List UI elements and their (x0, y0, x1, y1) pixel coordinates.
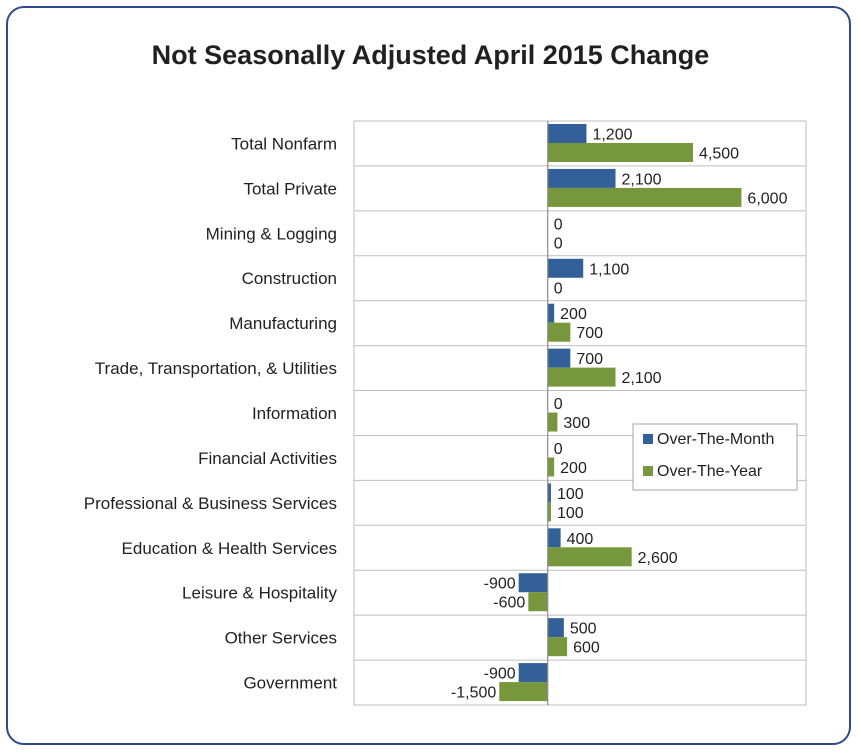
data-label: 0 (554, 441, 563, 458)
data-label: 200 (560, 306, 587, 323)
category-label: Construction (242, 269, 337, 288)
data-label: 1,200 (592, 127, 632, 144)
category-label: Mining & Logging (206, 224, 337, 243)
category-label: Manufacturing (229, 314, 337, 333)
bar-over-the-year (547, 367, 616, 387)
data-label: 700 (576, 351, 603, 368)
category-label: Trade, Transportation, & Utilities (95, 359, 337, 378)
bar-over-the-year (547, 187, 742, 207)
data-label: 100 (557, 505, 584, 522)
chart-title: Not Seasonally Adjusted April 2015 Chang… (151, 40, 710, 70)
data-label: 2,100 (622, 171, 662, 188)
category-label: Financial Activities (198, 449, 337, 468)
bar-over-the-year (547, 143, 693, 162)
bar-over-the-month (547, 303, 555, 323)
data-label: -900 (484, 666, 516, 683)
legend-label: Over-The-Month (657, 431, 774, 448)
data-label: 1,100 (589, 261, 629, 278)
data-label: 6,000 (747, 190, 787, 207)
data-label: 200 (560, 460, 587, 477)
bar-over-the-year (528, 592, 548, 612)
data-label: 0 (554, 235, 563, 252)
data-label: 0 (554, 216, 563, 233)
data-label: 300 (563, 415, 590, 432)
plot-area (353, 120, 807, 706)
bar-over-the-month (547, 528, 561, 548)
bar-over-the-month (547, 168, 616, 188)
data-label: 0 (554, 280, 563, 297)
data-label: 0 (554, 396, 563, 413)
bar-over-the-month (547, 258, 584, 278)
bar-over-the-month (547, 618, 564, 638)
data-label: -1,500 (451, 685, 496, 702)
data-label: 600 (573, 640, 600, 657)
category-label: Education & Health Services (122, 539, 337, 558)
bar-over-the-year (547, 412, 558, 432)
bar-over-the-month (547, 348, 571, 368)
data-label: 700 (576, 325, 603, 342)
legend-label: Over-The-Year (657, 463, 763, 480)
data-label: 2,100 (622, 370, 662, 387)
bar-over-the-month (518, 573, 548, 593)
data-label: -900 (484, 576, 516, 593)
bar-over-the-year (547, 547, 632, 567)
data-label: 100 (557, 486, 584, 503)
category-label: Leisure & Hospitality (182, 584, 337, 603)
bar-over-the-year (547, 502, 551, 522)
legend-box (632, 423, 798, 491)
data-label: 500 (570, 621, 597, 638)
bar-over-the-month (518, 663, 548, 683)
legend-swatch-year (643, 466, 653, 476)
bar-over-the-year (499, 682, 548, 702)
legend-swatch-month (643, 434, 653, 444)
data-label: -600 (493, 595, 525, 612)
bar-over-the-year (547, 322, 571, 342)
data-label: 4,500 (699, 146, 739, 163)
category-label: Total Nonfarm (231, 134, 337, 153)
category-label: Total Private (243, 179, 337, 198)
bar-over-the-year (547, 637, 568, 657)
chart-frame (6, 6, 851, 745)
data-label: 2,600 (638, 550, 678, 567)
category-label: Information (252, 404, 337, 423)
data-label: 400 (567, 531, 594, 548)
bar-over-the-year (547, 457, 555, 477)
bar-over-the-month (547, 124, 587, 143)
category-label: Professional & Business Services (84, 494, 337, 513)
bar-over-the-month (547, 483, 551, 503)
category-label: Other Services (225, 629, 337, 648)
category-label: Government (243, 674, 337, 693)
